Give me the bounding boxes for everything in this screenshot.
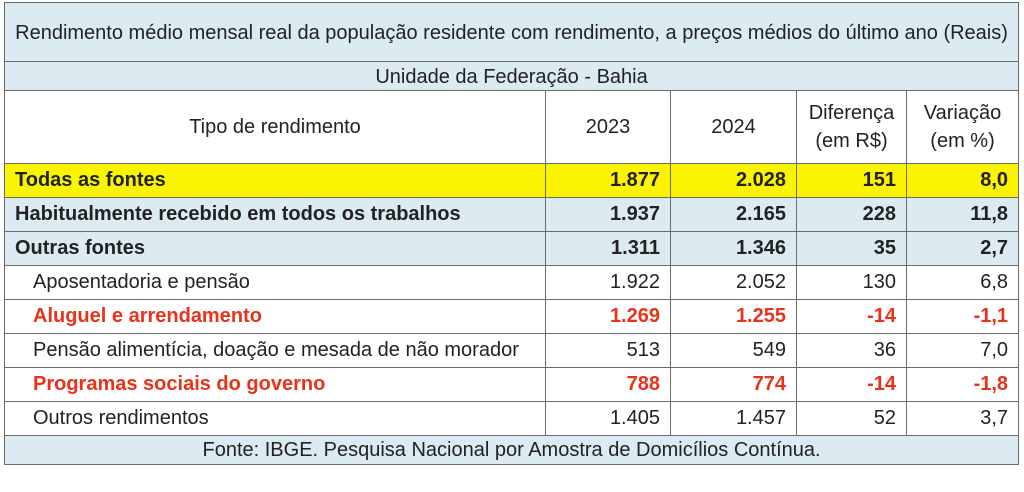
cell-diferenca: 130 [796,265,907,300]
cell-diferenca: 52 [796,401,907,436]
cell-2023: 1.877 [545,163,671,198]
row-label: Outras fontes [4,231,546,266]
cell-diferenca: 228 [796,197,907,232]
cell-2023: 1.269 [545,299,671,334]
cell-2023: 788 [545,367,671,402]
cell-2024: 2.028 [670,163,797,198]
row-label: Habitualmente recebido em todos os traba… [4,197,546,232]
header-diferenca-line2: (em R$) [815,130,888,152]
income-table: Rendimento médio mensal real da populaçã… [3,2,1020,465]
cell-2024: 2.052 [670,265,797,300]
table-row: Pensão alimentícia, doação e mesada de n… [4,333,1020,368]
table-title: Rendimento médio mensal real da populaçã… [3,2,1020,62]
cell-variacao: 7,0 [905,333,1020,368]
cell-2023: 1.937 [545,197,671,232]
table-row: Aluguel e arrendamento 1.269 1.255 -14 -… [4,299,1020,334]
cell-diferenca: 151 [796,163,907,198]
row-label: Outros rendimentos [4,401,546,436]
cell-2024: 774 [670,367,797,402]
cell-2024: 549 [670,333,797,368]
row-label: Pensão alimentícia, doação e mesada de n… [4,333,546,368]
cell-2023: 1.311 [545,231,671,266]
table-subtitle: Unidade da Federação - Bahia [3,61,1020,91]
cell-variacao: 2,7 [905,231,1020,266]
header-diferenca-line1: Diferença [808,102,895,124]
header-2024: 2024 [670,90,797,164]
cell-2024: 2.165 [670,197,797,232]
table-row: Programas sociais do governo 788 774 -14… [4,367,1020,402]
cell-variacao: -1,8 [905,367,1020,402]
row-label: Aluguel e arrendamento [4,299,546,334]
source-note: Fonte: IBGE. Pesquisa Nacional por Amost… [3,435,1020,465]
cell-variacao: 11,8 [905,197,1020,232]
table-row: Todas as fontes 1.877 2.028 151 8,0 [4,163,1020,198]
row-label: Programas sociais do governo [4,367,546,402]
cell-variacao: -1,1 [905,299,1020,334]
cell-variacao: 3,7 [905,401,1020,436]
table-row: Aposentadoria e pensão 1.922 2.052 130 6… [4,265,1020,300]
subtitle-row: Unidade da Federação - Bahia [3,61,1020,91]
cell-2024: 1.457 [670,401,797,436]
cell-2024: 1.255 [670,299,797,334]
title-row: Rendimento médio mensal real da populaçã… [3,2,1020,62]
header-row: Tipo de rendimento 2023 2024 Diferença (… [4,90,1020,164]
cell-variacao: 6,8 [905,265,1020,300]
cell-diferenca: -14 [796,367,907,402]
cell-diferenca: 35 [796,231,907,266]
income-table-frame: Rendimento médio mensal real da populaçã… [3,2,1020,465]
header-variacao-line2: (em %) [930,130,995,152]
cell-2024: 1.346 [670,231,797,266]
cell-2023: 1.922 [545,265,671,300]
header-variacao-line1: Variação [923,102,1002,124]
header-2023: 2023 [545,90,671,164]
header-variacao: Variação (em %) [905,90,1020,164]
row-label: Aposentadoria e pensão [4,265,546,300]
header-tipo: Tipo de rendimento [4,90,546,164]
table-row: Outros rendimentos 1.405 1.457 52 3,7 [4,401,1020,436]
row-label: Todas as fontes [4,163,546,198]
footer-row: Fonte: IBGE. Pesquisa Nacional por Amost… [3,435,1020,465]
cell-diferenca: -14 [796,299,907,334]
cell-variacao: 8,0 [905,163,1020,198]
table-row: Habitualmente recebido em todos os traba… [4,197,1020,232]
cell-2023: 513 [545,333,671,368]
header-diferenca: Diferença (em R$) [796,90,907,164]
table-row: Outras fontes 1.311 1.346 35 2,7 [4,231,1020,266]
cell-2023: 1.405 [545,401,671,436]
cell-diferenca: 36 [796,333,907,368]
